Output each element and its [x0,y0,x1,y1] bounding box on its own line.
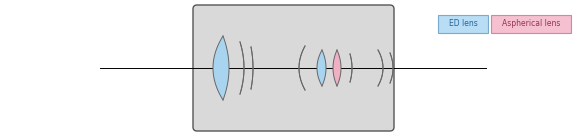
Polygon shape [240,42,244,94]
Polygon shape [213,36,229,100]
Polygon shape [390,53,393,83]
FancyBboxPatch shape [491,15,571,33]
Polygon shape [378,50,383,86]
FancyBboxPatch shape [193,5,394,131]
Polygon shape [317,50,326,86]
FancyBboxPatch shape [438,15,488,33]
Text: Aspherical lens: Aspherical lens [502,19,560,29]
Polygon shape [350,54,352,82]
Polygon shape [299,46,305,90]
Polygon shape [333,50,341,86]
Text: ED lens: ED lens [449,19,478,29]
Polygon shape [251,47,253,89]
